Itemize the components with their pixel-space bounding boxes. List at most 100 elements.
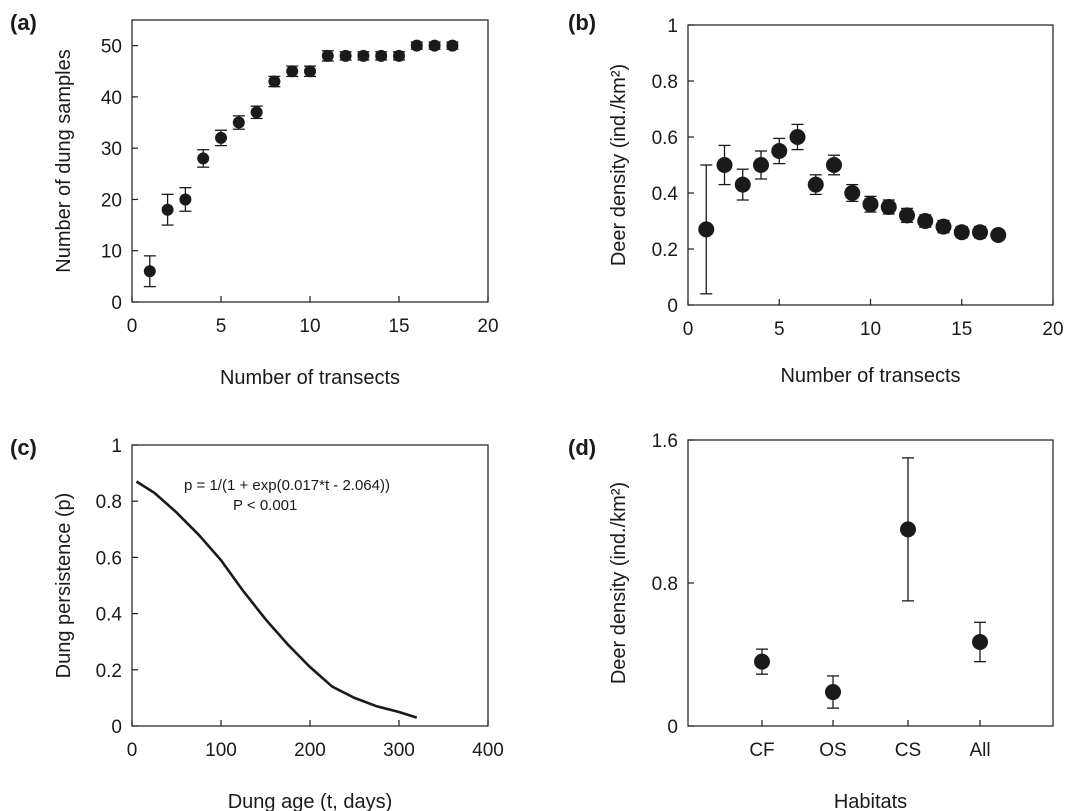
x-category-label: CF [749, 740, 774, 761]
x-tick-label: 0 [127, 740, 138, 761]
y-tick-label: 0 [667, 296, 678, 317]
data-point [215, 131, 227, 144]
data-point [716, 157, 733, 173]
x-axis-label: Dung age (t, days) [228, 791, 393, 811]
y-axis-label: Deer density (ind./km²) [608, 482, 630, 684]
x-tick-label: 15 [388, 316, 409, 337]
x-tick-label: 10 [299, 316, 320, 337]
panel-c: (c) 0 0.2 0.4 0.6 0.8 1 0 100 200 300 400 Dung age (… [10, 435, 504, 811]
y-tick-label: 30 [101, 139, 122, 160]
x-category-label: All [969, 740, 990, 761]
panel-label: (c) [10, 435, 37, 460]
data-point [862, 196, 879, 213]
data-point [972, 633, 988, 650]
data-point [197, 152, 210, 165]
x-tick-label: 5 [774, 319, 785, 340]
data-point [990, 227, 1007, 243]
y-tick-label: 1 [111, 436, 122, 457]
y-tick-label: 1 [667, 16, 678, 37]
x-tick-label: 10 [860, 319, 881, 340]
data-point [825, 684, 841, 701]
y-tick-label: 0.8 [652, 574, 678, 595]
plot-frame [131, 19, 489, 303]
x-tick-label: 5 [216, 316, 227, 337]
data-point [753, 157, 769, 173]
data-point [321, 49, 334, 62]
y-tick-label: 40 [101, 88, 122, 109]
x-tick-label: 400 [472, 740, 504, 761]
y-tick-label: 0.8 [96, 492, 122, 513]
data-point [375, 49, 388, 62]
data-point [953, 224, 970, 241]
panel-a: (a) 0 10 20 30 40 50 0 5 10 15 20 Number of transect… [10, 10, 499, 389]
data-point [339, 49, 352, 62]
y-tick-label: 0 [667, 717, 678, 738]
data-point [161, 203, 174, 216]
data-point [250, 106, 263, 119]
data-point [844, 185, 861, 201]
y-axis-label: Dung persistence (p) [53, 493, 75, 679]
x-tick-label: 300 [383, 740, 415, 761]
data-point [734, 176, 751, 193]
x-axis-label: Number of transects [220, 367, 400, 389]
data-point [268, 75, 281, 88]
y-tick-label: 0.6 [96, 548, 122, 569]
panel-label: (b) [568, 10, 596, 35]
data-point [899, 207, 915, 224]
y-tick-label: 10 [101, 242, 122, 263]
plot-frame [687, 24, 1054, 306]
data-point [789, 129, 806, 145]
plot-frame [687, 439, 1054, 727]
x-tick-label: 20 [1042, 319, 1063, 340]
persistence-curve [135, 480, 418, 719]
y-tick-label: 0.6 [652, 128, 678, 149]
panel-d: (d) 0 0.8 1.6 CF OS CS All Habitats Deer density … [568, 431, 1054, 811]
equation-annotation: p = 1/(1 + exp(0.017*t - 2.064)) [184, 477, 390, 494]
y-tick-label: 50 [101, 37, 122, 58]
data-point [807, 176, 824, 193]
x-tick-label: 15 [951, 319, 972, 340]
data-point [880, 199, 897, 215]
significance-annotation: P < 0.001 [233, 497, 297, 514]
x-tick-label: 0 [683, 319, 694, 340]
data-point [143, 265, 156, 278]
y-tick-label: 1.6 [652, 431, 678, 452]
y-tick-label: 0.2 [96, 661, 122, 682]
x-tick-label: 20 [477, 316, 498, 337]
data-point [754, 653, 770, 670]
x-tick-label: 0 [127, 316, 138, 337]
x-category-label: CS [895, 740, 921, 761]
data-point [972, 224, 988, 241]
data-point [428, 39, 441, 52]
x-axis-label: Habitats [834, 791, 907, 811]
y-tick-label: 0.4 [652, 184, 679, 205]
panel-label: (a) [10, 10, 37, 35]
x-category-label: OS [819, 740, 846, 761]
data-point [304, 65, 316, 78]
x-tick-label: 200 [294, 740, 326, 761]
y-tick-label: 0.8 [652, 72, 678, 93]
data-point [179, 193, 192, 206]
data-point [410, 39, 423, 52]
data-point [232, 116, 245, 129]
y-tick-label: 20 [101, 190, 122, 211]
x-tick-label: 100 [205, 740, 237, 761]
data-point [698, 221, 715, 238]
y-axis-label: Number of dung samples [53, 49, 75, 272]
data-point [900, 521, 916, 538]
y-tick-label: 0.2 [652, 240, 678, 261]
data-point [286, 65, 299, 78]
y-tick-label: 0 [111, 717, 122, 738]
panel-label: (d) [568, 435, 596, 460]
y-axis-label: Deer density (ind./km²) [608, 64, 630, 266]
data-point [771, 143, 788, 159]
data-point [917, 213, 934, 229]
data-point [935, 218, 952, 235]
data-point [446, 39, 459, 52]
y-tick-label: 0 [111, 293, 122, 314]
data-point [826, 157, 842, 173]
data-point [357, 49, 370, 62]
data-point [393, 49, 405, 62]
